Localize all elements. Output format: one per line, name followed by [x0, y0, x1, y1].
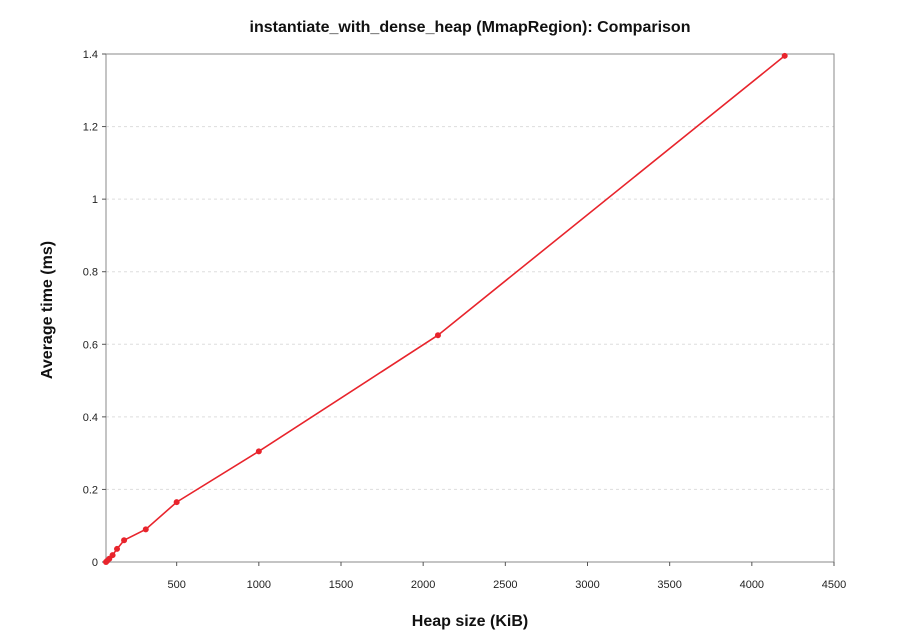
- y-tick-label: 0.6: [83, 339, 98, 351]
- x-tick-label: 3000: [575, 579, 599, 591]
- x-tick-label: 2000: [411, 579, 435, 591]
- x-tick-label: 500: [167, 579, 185, 591]
- data-point: [434, 332, 441, 339]
- y-tick-label: 0.2: [83, 484, 98, 496]
- y-tick-label: 1.2: [83, 122, 98, 134]
- grid: [106, 126, 834, 490]
- plot-area: [105, 53, 835, 563]
- x-tick-label: 4000: [740, 579, 764, 591]
- y-tick-label: 0.8: [83, 267, 98, 279]
- x-tick-label: 1500: [329, 579, 353, 591]
- x-tick-label: 2500: [493, 579, 517, 591]
- data-point: [781, 52, 788, 59]
- data-point: [173, 499, 180, 506]
- data-point: [255, 448, 262, 455]
- x-axis: 500 1000 1500 2000 2500 3000 3500 4000 4500: [167, 562, 846, 591]
- data-point: [142, 526, 149, 533]
- chart-title: instantiate_with_dense_heap (MmapRegion)…: [250, 19, 691, 36]
- data-point: [121, 537, 128, 544]
- x-axis-label: Heap size (KiB): [412, 613, 528, 630]
- data-point: [109, 552, 116, 559]
- y-tick-label: 0: [92, 557, 98, 569]
- y-tick-label: 0.4: [83, 412, 98, 424]
- x-tick-label: 1000: [247, 579, 271, 591]
- y-tick-label: 1: [92, 194, 98, 206]
- y-axis: 0 0.2 0.4 0.6 0.8 1 1.2 1.4: [83, 49, 106, 569]
- x-tick-label: 3500: [657, 579, 681, 591]
- y-axis-label: Average time (ms): [39, 241, 56, 379]
- y-tick-label: 1.4: [83, 49, 98, 61]
- data-point: [114, 545, 121, 552]
- x-tick-label: 4500: [822, 579, 846, 591]
- series-group: [103, 52, 788, 565]
- series-line: [105, 55, 786, 563]
